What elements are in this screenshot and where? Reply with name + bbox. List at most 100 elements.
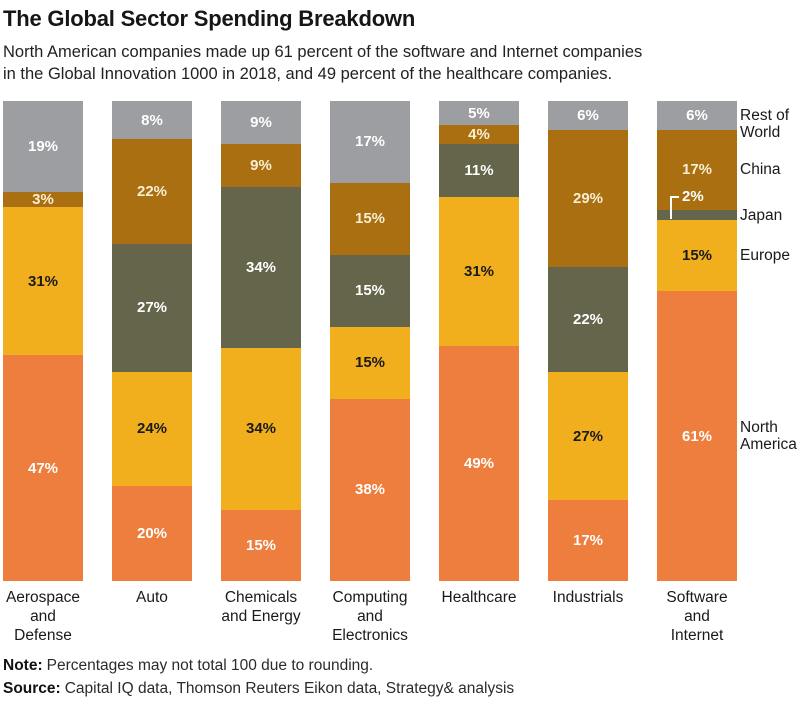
note-line: Note: Percentages may not total 100 due t…	[3, 654, 514, 677]
stacked-bar-auto: 8% 22% 27% 24% 20%	[112, 101, 192, 581]
segment-value-label: 34%	[245, 258, 277, 276]
stacked-bar-software-and-internet: 6% 17% 2% 15% 61%	[657, 101, 737, 581]
chart-footer: Note: Percentages may not total 100 due t…	[3, 654, 514, 700]
bar-column: 9% 9% 34% 34% 15% Chemicals and Energy	[221, 101, 301, 645]
chart-legend: Rest of World China Japan Europe North America	[740, 101, 800, 581]
bar-segment-north-america: 17%	[548, 500, 628, 581]
bar-segment-north-america: 49%	[439, 345, 519, 581]
bar-segment-china: 22%	[112, 139, 192, 244]
bar-segment-north-america: 20%	[112, 485, 192, 581]
bar-column: 19% 3% 31% 47% Aerospace and Defense	[3, 101, 83, 645]
stacked-bar-chemicals-and-energy: 9% 9% 34% 34% 15%	[221, 101, 301, 581]
stacked-bar-computing-and-electronics: 17% 15% 15% 15% 38%	[330, 101, 410, 581]
bar-segment-china: 29%	[548, 129, 628, 268]
bar-segment-europe: 27%	[548, 371, 628, 501]
bar-segment-china: 4%	[439, 125, 519, 145]
segment-value-label: 6%	[577, 106, 599, 124]
segment-value-label: 27%	[136, 299, 168, 317]
bar-segment-rest-of-world: 17%	[330, 101, 410, 183]
bar-segment-japan: 34%	[221, 186, 301, 349]
segment-value-label: 20%	[136, 524, 168, 542]
segment-value-label: 24%	[136, 420, 168, 438]
bar-column: 5% 4% 11% 31% 49% Healthcare	[439, 101, 519, 645]
bar-segment-rest-of-world: 6%	[548, 101, 628, 130]
bar-segment-rest-of-world: 5%	[439, 101, 519, 125]
bar-segment-north-america: 61%	[657, 291, 737, 581]
callout-japan: 2%	[670, 188, 704, 220]
bar-segment-europe: 24%	[112, 371, 192, 486]
bar-segment-rest-of-world: 19%	[3, 101, 83, 193]
bar-segment-north-america: 38%	[330, 398, 410, 581]
stacked-bar-chart: 19% 3% 31% 47% Aerospace and Defense 8% 22% 27% 24…	[3, 101, 800, 644]
segment-value-label: 31%	[463, 262, 495, 280]
callout-value-label: 2%	[682, 188, 704, 206]
bar-segment-japan: 22%	[548, 267, 628, 372]
subtitle: North American companies made up 61 perc…	[3, 43, 643, 83]
bar-segment-europe: 34%	[221, 348, 301, 510]
bar-segment-north-america: 15%	[221, 509, 301, 581]
segment-value-label: 29%	[572, 189, 604, 207]
segment-value-label: 17%	[572, 532, 604, 550]
segment-value-label: 4%	[468, 126, 490, 144]
segment-value-label: 9%	[250, 156, 272, 174]
segment-value-label: 8%	[141, 111, 163, 129]
bar-segment-china: 9%	[221, 143, 301, 187]
category-label: Industrials	[552, 589, 624, 606]
bar-segment-china: 15%	[330, 182, 410, 255]
bar-column: 8% 22% 27% 24% 20% Auto	[112, 101, 192, 645]
bar-segment-rest-of-world: 6%	[657, 101, 737, 130]
bar-segment-europe: 15%	[657, 219, 737, 292]
segment-value-label: 17%	[354, 133, 386, 151]
bar-column: 17% 15% 15% 15% 38% Computing and Electronics	[330, 101, 410, 645]
category-label: Healthcare	[441, 589, 517, 606]
stacked-bar-industrials: 6% 29% 22% 27% 17%	[548, 101, 628, 581]
bar-segment-rest-of-world: 8%	[112, 101, 192, 140]
legend-item-china: China	[740, 161, 781, 179]
legend-item-north-america: North America	[740, 419, 797, 454]
bar-segment-north-america: 47%	[3, 355, 83, 581]
stacked-bar-healthcare: 5% 4% 11% 31% 49%	[439, 101, 519, 581]
category-label: Software and Internet	[666, 589, 728, 644]
category-label: Auto	[136, 589, 168, 606]
bar-segment-japan: 11%	[439, 144, 519, 197]
bar-column: 6% 29% 22% 27% 17% Industrials	[548, 101, 628, 645]
bar-segment-rest-of-world: 9%	[221, 101, 301, 144]
bar-segment-europe: 31%	[3, 206, 83, 356]
segment-value-label: 5%	[468, 104, 490, 122]
bar-columns: 19% 3% 31% 47% Aerospace and Defense 8% 22% 27% 24…	[3, 101, 800, 645]
legend-item-rest-of-world: Rest of World	[740, 107, 790, 142]
note-text: Percentages may not total 100 due to rou…	[46, 657, 374, 674]
legend-item-japan: Japan	[740, 206, 783, 224]
segment-value-label: 6%	[686, 106, 708, 124]
source-line: Source: Capital IQ data, Thomson Reuters …	[3, 677, 514, 700]
note-label: Note:	[3, 657, 43, 674]
segment-value-label: 34%	[245, 420, 277, 438]
bar-segment-japan: 27%	[112, 243, 192, 372]
segment-value-label: 27%	[572, 427, 604, 445]
segment-value-label: 22%	[572, 311, 604, 329]
segment-value-label: 15%	[354, 354, 386, 372]
segment-value-label: 15%	[354, 282, 386, 300]
segment-value-label: 9%	[250, 113, 272, 131]
segment-value-label: 17%	[681, 161, 713, 179]
source-label: Source:	[3, 680, 61, 697]
bar-segment-china: 3%	[3, 190, 83, 208]
segment-value-label: 22%	[136, 182, 168, 200]
bar-segment-japan	[657, 210, 737, 220]
callout-line	[670, 196, 679, 220]
category-label: Aerospace and Defense	[5, 589, 81, 644]
bar-segment-europe: 31%	[439, 197, 519, 346]
segment-value-label: 19%	[27, 138, 59, 156]
segment-value-label: 49%	[463, 454, 495, 472]
segment-value-label: 15%	[354, 210, 386, 228]
segment-value-label: 38%	[354, 481, 386, 499]
segment-value-label: 47%	[27, 459, 59, 477]
legend-item-europe: Europe	[740, 246, 790, 264]
source-text: Capital IQ data, Thomson Reuters Eikon d…	[64, 680, 515, 697]
segment-value-label: 3%	[32, 190, 54, 208]
bar-column: 6% 17% 2% 15% 61% Software and Internet	[657, 101, 737, 645]
bar-segment-europe: 15%	[330, 326, 410, 399]
segment-value-label: 31%	[27, 272, 59, 290]
page-title: The Global Sector Spending Breakdown	[3, 6, 416, 31]
